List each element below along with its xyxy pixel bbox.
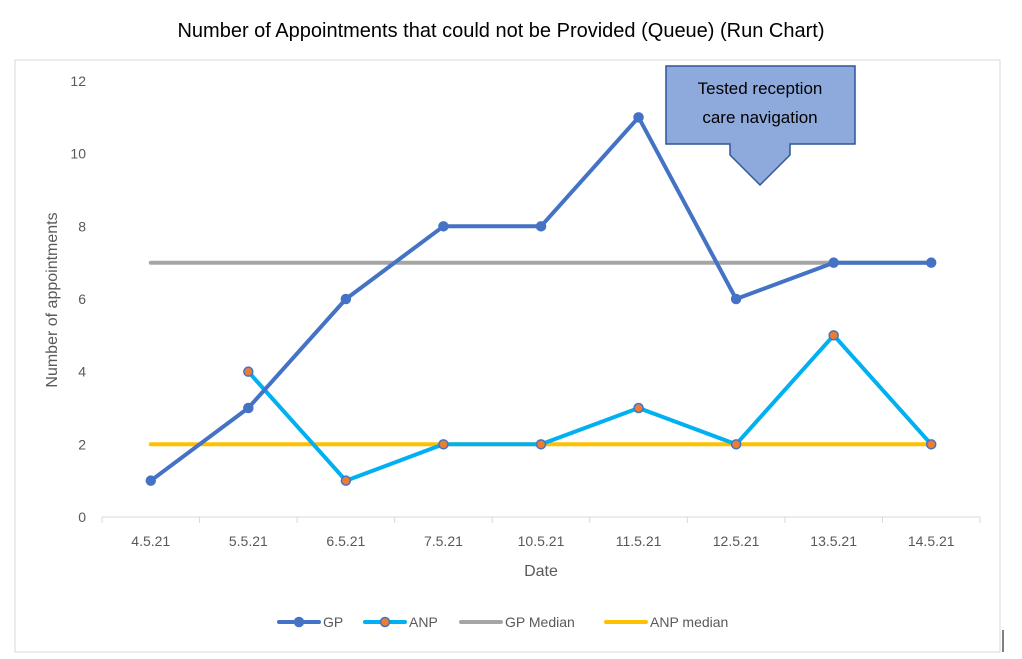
data-point-anp — [535, 439, 547, 450]
annotation-callout: Tested reception care navigation — [665, 65, 856, 187]
data-point-anp — [730, 439, 742, 450]
data-point-gp — [340, 293, 352, 305]
legend-label-anp-median: ANP median — [650, 614, 728, 630]
data-point-anp — [633, 402, 644, 414]
y-tick-label: 12 — [70, 73, 86, 89]
chart-border — [14, 59, 1001, 653]
legend-item-anp: ANP — [363, 614, 438, 630]
legend-item-gp: GP — [277, 614, 343, 630]
y-tick-label: 0 — [78, 509, 86, 525]
x-tick-label: 7.5.21 — [424, 533, 463, 549]
series-anp — [243, 330, 937, 486]
x-axis — [101, 516, 981, 523]
x-axis-title: Date — [524, 563, 558, 580]
legend-label-gp-median: GP Median — [505, 614, 575, 630]
x-tick-label: 12.5.21 — [713, 533, 760, 549]
x-tick-label: 5.5.21 — [229, 533, 268, 549]
data-point-gp — [438, 221, 449, 232]
legend-marker-anp — [379, 616, 391, 628]
y-tick-label: 8 — [78, 218, 86, 234]
x-axis-ticks: 4.5.21 5.5.21 6.5.21 7.5.21 10.5.21 11.5.21 12… — [131, 533, 954, 549]
y-axis-title: Number of appointments — [44, 212, 61, 387]
series-layer — [145, 112, 937, 486]
legend-label-anp: ANP — [409, 614, 438, 630]
chart-title: Number of Appointments that could not be… — [177, 20, 824, 42]
legend-label-gp: GP — [323, 614, 343, 630]
data-point-anp — [925, 439, 937, 450]
data-point-anp — [243, 366, 254, 377]
data-point-gp — [243, 402, 254, 414]
data-point-gp — [535, 221, 547, 232]
y-tick-label: 10 — [70, 146, 86, 162]
x-tick-label: 10.5.21 — [518, 533, 565, 549]
legend-item-anp-median: ANP median — [604, 614, 728, 630]
x-tick-label: 4.5.21 — [131, 533, 170, 549]
y-tick-label: 4 — [78, 364, 86, 380]
legend-marker-gp — [293, 616, 305, 628]
y-axis-ticks: 0 2 4 6 8 10 12 — [70, 73, 86, 525]
data-point-anp — [340, 475, 352, 486]
series-gp — [145, 112, 937, 486]
data-point-gp — [633, 112, 644, 123]
legend-item-gp-median: GP Median — [459, 614, 575, 630]
series-line-gp — [148, 115, 934, 483]
data-point-gp — [925, 257, 937, 268]
series-line-anp — [246, 333, 934, 483]
legend: GP ANP GP Median ANP median — [277, 614, 728, 630]
x-tick-label: 13.5.21 — [810, 533, 857, 549]
x-tick-label: 6.5.21 — [326, 533, 365, 549]
y-tick-label: 6 — [78, 291, 86, 307]
x-tick-label: 14.5.21 — [908, 533, 955, 549]
data-point-anp — [438, 439, 449, 450]
callout-line-2: care navigation — [702, 108, 817, 127]
callout-arrow-box — [665, 65, 856, 187]
data-point-gp — [145, 475, 157, 486]
x-tick-label: 11.5.21 — [616, 533, 662, 549]
data-point-anp — [828, 330, 839, 341]
data-point-gp — [828, 257, 839, 268]
data-point-gp — [730, 293, 742, 305]
callout-line-1: Tested reception — [698, 79, 823, 98]
y-tick-label: 2 — [78, 436, 86, 452]
